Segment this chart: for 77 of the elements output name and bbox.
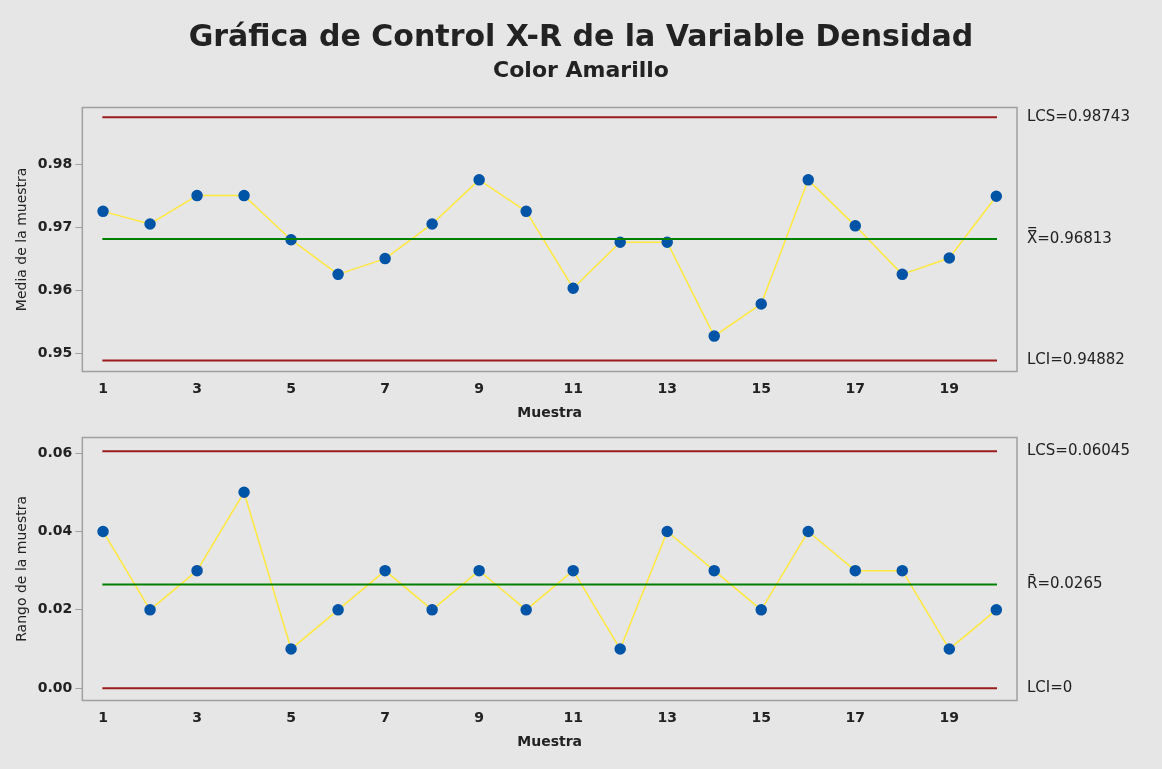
point bbox=[238, 189, 250, 202]
point bbox=[473, 174, 485, 186]
point bbox=[473, 564, 485, 577]
y-tick-label: 0.98 bbox=[37, 154, 73, 171]
point bbox=[567, 564, 579, 577]
point bbox=[191, 564, 203, 577]
point bbox=[144, 604, 156, 616]
point bbox=[708, 564, 720, 577]
ref-line-label: LCI=0.94882 bbox=[1027, 350, 1125, 369]
x-tick-label: 9 bbox=[474, 709, 485, 726]
x-tick-label: 13 bbox=[657, 709, 677, 726]
x-tick-label: 1 bbox=[98, 380, 108, 397]
x-axis-title: Muestra bbox=[517, 733, 583, 750]
x-tick-label: 15 bbox=[751, 380, 771, 397]
x-tick-label: 19 bbox=[939, 709, 960, 726]
point bbox=[567, 282, 579, 294]
point bbox=[849, 564, 862, 577]
point bbox=[896, 268, 909, 281]
y-tick-label: 0.96 bbox=[37, 280, 73, 297]
point bbox=[708, 330, 720, 342]
y-tick-label: 0.06 bbox=[37, 443, 73, 460]
x-tick-label: 7 bbox=[380, 709, 390, 726]
point bbox=[285, 643, 297, 655]
point bbox=[144, 218, 156, 230]
x-tick-label: 15 bbox=[751, 709, 771, 726]
x-tick-label: 13 bbox=[657, 380, 677, 397]
y-tick-label: 0.02 bbox=[37, 600, 73, 617]
x-tick-label: 17 bbox=[845, 380, 866, 397]
point bbox=[379, 564, 391, 577]
x-tick-label: 3 bbox=[192, 709, 202, 726]
point bbox=[849, 220, 862, 232]
x-tick-label: 11 bbox=[563, 380, 583, 397]
x-tick-label: 1 bbox=[98, 709, 108, 726]
ref-line-label: X̿=0.96813 bbox=[1027, 227, 1112, 247]
chart-title: Gráfica de Control X-R de la Variable Densidad bbox=[187, 17, 975, 53]
point bbox=[990, 190, 1003, 202]
ref-line-label: LCI=0 bbox=[1027, 678, 1073, 697]
point bbox=[191, 189, 203, 202]
point bbox=[238, 486, 250, 499]
ref-line-label: R̄=0.0265 bbox=[1027, 573, 1103, 593]
point bbox=[755, 298, 767, 310]
x-tick-label: 9 bbox=[474, 380, 485, 397]
y-tick-label: 0.97 bbox=[37, 217, 73, 234]
point bbox=[990, 604, 1003, 616]
point bbox=[97, 525, 109, 538]
point bbox=[943, 252, 956, 264]
point bbox=[97, 205, 109, 218]
point bbox=[426, 604, 438, 616]
point bbox=[379, 252, 391, 265]
ref-line-label: LCS=0.98743 bbox=[1027, 107, 1130, 126]
x-tick-label: 17 bbox=[845, 709, 866, 726]
y-tick-label: 0.04 bbox=[37, 522, 73, 539]
point bbox=[661, 525, 673, 538]
point bbox=[755, 604, 767, 616]
point bbox=[520, 205, 532, 218]
point bbox=[520, 604, 532, 616]
y-tick-label: 0.00 bbox=[37, 678, 73, 695]
point bbox=[614, 643, 626, 655]
point bbox=[802, 525, 814, 538]
x-tick-label: 19 bbox=[939, 380, 960, 397]
point bbox=[802, 174, 814, 186]
x-tick-label: 3 bbox=[192, 380, 202, 397]
x-tick-label: 5 bbox=[286, 380, 296, 397]
x-tick-label: 5 bbox=[286, 709, 296, 726]
x-tick-label: 7 bbox=[380, 380, 390, 397]
chart-subtitle: Color Amarillo bbox=[492, 57, 670, 82]
y-tick-label: 0.95 bbox=[37, 343, 73, 360]
y-axis-title: Media de la muestra bbox=[13, 167, 30, 312]
point bbox=[426, 218, 438, 230]
y-axis-title: Rango de la muestra bbox=[13, 495, 30, 642]
x-axis-title: Muestra bbox=[517, 404, 583, 421]
point bbox=[332, 604, 344, 616]
x-tick-label: 11 bbox=[563, 709, 583, 726]
point bbox=[332, 268, 344, 281]
ref-line-label: LCS=0.06045 bbox=[1027, 441, 1130, 460]
point bbox=[943, 643, 956, 655]
point bbox=[896, 564, 909, 577]
